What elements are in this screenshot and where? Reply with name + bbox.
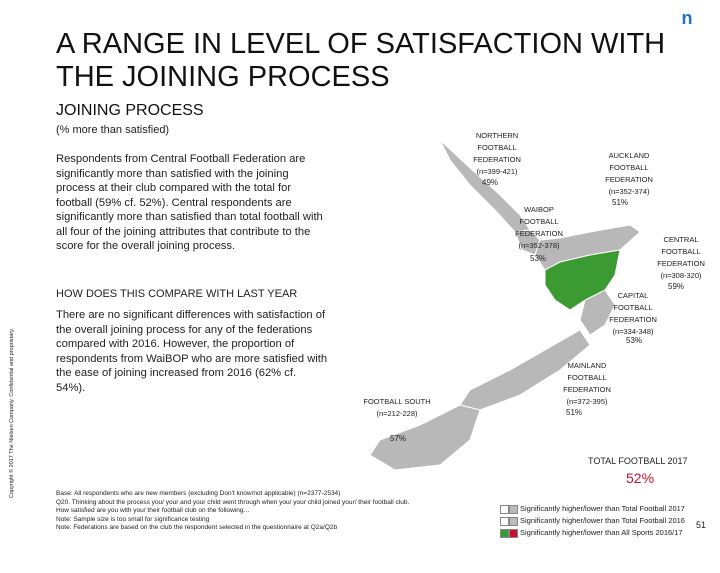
region-label: WAIBOP FOOTBALL FEDERATION (n=352-378) <box>504 204 574 252</box>
region-central <box>544 249 621 311</box>
region-south <box>369 404 481 471</box>
legend-swatch <box>500 505 509 514</box>
region-label: NORTHERN FOOTBALL FEDERATION (n=399-421) <box>462 130 532 178</box>
legend-swatch <box>500 529 509 538</box>
legend-swatch <box>509 505 518 514</box>
region-name: CENTRAL FOOTBALL FEDERATION <box>657 235 705 268</box>
region-n: (n=399-421) <box>476 167 518 176</box>
region-n: (n=212-228) <box>376 409 418 418</box>
region-name: FOOTBALL SOUTH <box>363 397 431 406</box>
compare-heading: HOW DOES THIS COMPARE WITH LAST YEAR <box>56 288 298 300</box>
legend-text: Significantly higher/lower than Total Fo… <box>520 504 685 513</box>
region-label: CAPITAL FOOTBALL FEDERATION (n=334-348) <box>598 290 668 338</box>
legend-text: Significantly higher/lower than Total Fo… <box>520 516 685 525</box>
region-label: MAINLAND FOOTBALL FEDERATION (n=372-395) <box>552 360 622 408</box>
page: {"header": {"title": "A RANGE IN LEVEL O… <box>9 8 716 538</box>
region-n: (n=352-374) <box>608 187 650 196</box>
region-label: FOOTBALL SOUTH (n=212-228) <box>362 396 432 420</box>
region-value: 53% <box>530 254 547 263</box>
region-name: CAPITAL FOOTBALL FEDERATION <box>609 291 657 324</box>
map <box>369 139 641 471</box>
region-value: 51% <box>612 198 629 207</box>
legend-swatch <box>509 529 518 538</box>
legend-swatch <box>500 517 509 526</box>
region-name: AUCKLAND FOOTBALL FEDERATION <box>605 151 653 184</box>
title: A RANGE IN LEVEL OF SATISFACTION WITH TH… <box>56 28 666 93</box>
legend-swatch <box>509 517 518 526</box>
footnote: How satisfied are you with you/ their fo… <box>56 507 251 515</box>
region-value: 49% <box>482 178 499 187</box>
region-value: 53% <box>626 336 643 345</box>
section-title: JOINING PROCESS <box>56 102 204 119</box>
region-n: (n=372-395) <box>566 397 608 406</box>
region-n: (n=334-348) <box>612 327 654 336</box>
footnote: Note: Sample size is too small for signi… <box>56 515 210 523</box>
summary: Respondents from Central Football Federa… <box>56 153 323 252</box>
region-value: 59% <box>668 282 685 291</box>
region-name: MAINLAND FOOTBALL FEDERATION <box>563 361 611 394</box>
footnote: Base: All respondents who are new member… <box>56 490 341 497</box>
region-label: AUCKLAND FOOTBALL FEDERATION (n=352-374) <box>594 150 664 198</box>
logo: n <box>676 8 698 30</box>
region-name: NORTHERN FOOTBALL FEDERATION <box>473 131 521 164</box>
footnote: Q20. Thinking about the process you/ you… <box>56 498 410 506</box>
region-value: 51% <box>566 408 583 417</box>
page-number: 51 <box>696 520 707 530</box>
compare-text: There are no significant differences wit… <box>56 309 328 394</box>
region-n: (n=308-320) <box>660 271 702 280</box>
region-n: (n=352-378) <box>518 241 560 250</box>
region-label: CENTRAL FOOTBALL FEDERATION (n=308-320) <box>646 234 716 282</box>
region-name: WAIBOP FOOTBALL FEDERATION <box>515 205 563 238</box>
copyright: Copyright © 2017 The Nielsen Company. Co… <box>9 327 15 499</box>
subtitle: (% more than satisfied) <box>56 124 170 136</box>
legend-text: Significantly higher/lower than All Spor… <box>520 528 683 537</box>
region-value: 57% <box>390 434 407 443</box>
total-value: 52% <box>626 470 655 486</box>
footnote: Note: Federations are based on the club … <box>56 524 338 532</box>
total-label: TOTAL FOOTBALL 2017 <box>588 456 688 466</box>
